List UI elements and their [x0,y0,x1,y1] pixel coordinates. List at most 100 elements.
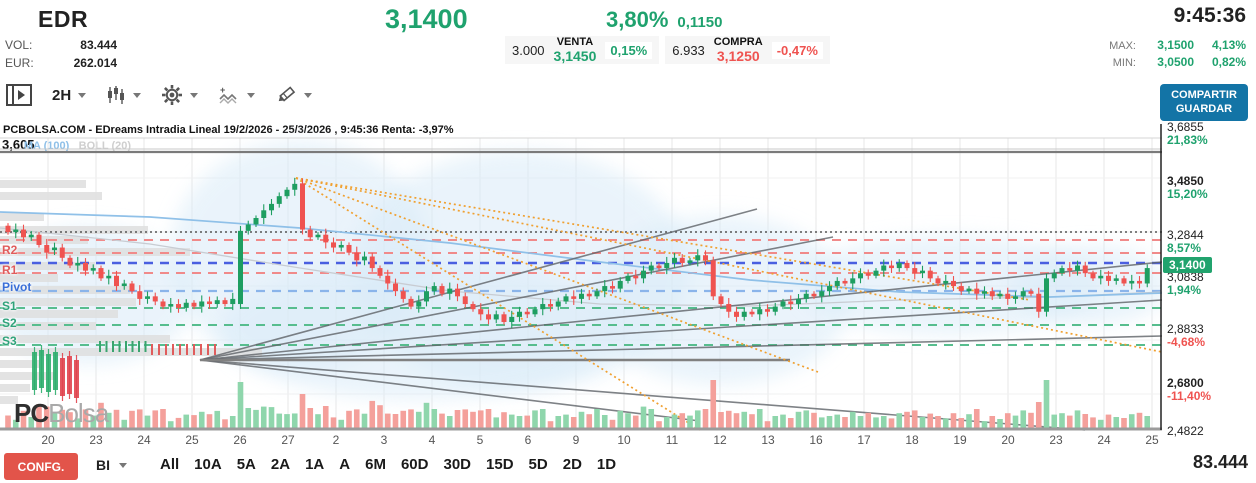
right-axis-label: 3,6855 21,83% [1167,120,1208,147]
share-save-button[interactable]: COMPARTIR GUARDAR [1160,84,1248,121]
volume-total: 83.444 [1192,452,1248,472]
gear-icon [162,85,183,105]
session-clock: 9:45:36 [1173,4,1246,27]
min-price: 3,0500 [1157,55,1194,69]
watermark-logo: PCBolsa [14,398,109,428]
chart-toolbar: 2H [6,84,332,106]
min-row: MIN: 3,0500 0,82% [1112,55,1246,69]
level-label: 3,605 [2,137,35,152]
range-buttons: All 10A 5A 2A 1A A 6M 60D 30D 15D 5D 2D 1D [160,456,616,473]
chevron-down-icon [247,92,256,98]
symbol-ticker: EDR [38,6,89,32]
chevron-down-icon [133,92,142,98]
x-axis-label: 24 [1097,433,1111,447]
vol-label: VOL: [5,38,33,52]
panel-toggle-button[interactable] [6,84,32,106]
max-percent: 4,13% [1211,38,1246,52]
x-axis-label: 3 [380,433,388,447]
range-button-5a[interactable]: 5A [236,456,256,473]
candlestick-icon [108,86,125,104]
save-label: GUARDAR [1175,103,1233,116]
eur-row: EUR: 262.014 [5,56,117,70]
group-selector[interactable]: BI [96,457,127,473]
draw-tools-button[interactable] [275,85,313,105]
x-axis-label: 25 [185,433,199,447]
x-axis-label: 16 [809,433,823,447]
pivot-label-r2: R2 [2,243,18,257]
range-button-1d[interactable]: 1D [596,456,617,473]
x-axis-label: 4 [428,433,436,447]
x-axis-label: 2 [332,433,340,447]
range-button-2a[interactable]: 2A [270,456,291,473]
settings-button[interactable] [161,84,199,106]
min-percent: 0,82% [1211,55,1246,69]
x-axis-label: 5 [476,433,484,447]
pivot-label-s2: S2 [2,316,17,330]
right-axis-label: 3,2844 8,57% [1167,228,1204,255]
ask-box[interactable]: 3.000 VENTA 3,1450 0,15% [505,36,660,65]
x-axis-label: 24 [137,433,151,447]
range-button-all[interactable]: All [160,456,180,473]
add-indicator-button[interactable]: + [218,85,256,105]
bid-percent: -0,47% [771,41,823,59]
share-label: COMPARTIR [1171,89,1237,101]
x-axis-label: 11 [665,433,679,447]
bid-label: COMPRA [713,36,763,48]
chevron-down-icon [190,92,199,98]
x-axis-label: 23 [89,433,103,447]
range-button-5d[interactable]: 5D [528,456,548,473]
x-axis-label: 9 [572,433,580,447]
pivot-label-pivot: Pivot [2,280,32,294]
x-axis-label: 10 [617,433,631,447]
x-axis-label: 17 [857,433,871,447]
eur-value: 262.014 [73,56,117,70]
change-row: 3,80% 0,1150 [606,7,722,33]
panel-toggle-icon [6,84,32,106]
right-axis-label: 3,4850 15,20% [1167,174,1208,201]
range-button-1a[interactable]: 1A [305,456,325,473]
current-price-badge: 3,1400 [1163,257,1212,273]
bid-quantity: 6.933 [672,42,705,58]
last-price: 3,1400 [385,4,468,34]
x-axis-label: 13 [761,433,775,447]
x-axis-label: 20 [1001,433,1015,447]
volume-row: VOL: 83.444 [5,38,117,52]
right-axis-label: 2,6800 -11,40% [1167,376,1212,403]
range-button-a[interactable]: A [339,456,351,473]
right-axis-label: 3,0838 1,94% [1167,270,1204,297]
x-axis-label: 27 [281,433,295,447]
chart-type-button[interactable] [106,85,142,105]
change-absolute: 0,1150 [677,14,723,31]
chevron-down-icon [304,92,313,98]
right-axis-label: 2,4822 [1167,424,1204,438]
group-value: BI [96,457,110,473]
range-button-60d[interactable]: 60D [400,456,429,473]
x-axis-label: 12 [713,433,727,447]
price-chart[interactable] [0,122,1162,452]
ask-price: 3,1450 [553,47,597,64]
x-axis-label: 26 [233,433,247,447]
range-button-2d[interactable]: 2D [562,456,582,473]
x-axis-label: 6 [524,433,532,447]
x-axis-label: 20 [41,433,55,447]
bid-box[interactable]: 6.933 COMPRA 3,1250 -0,47% [665,36,830,65]
max-row: MAX: 3,1500 4,13% [1109,38,1246,52]
timeframe-selector[interactable]: 2H [52,86,87,104]
range-button-30d[interactable]: 30D [443,456,472,473]
pencil-icon [278,86,296,102]
vol-value: 83.444 [80,38,117,52]
eur-label: EUR: [5,56,34,70]
x-axis-label: 18 [905,433,919,447]
chevron-down-icon [78,92,87,98]
chevron-down-icon [119,462,127,468]
timeframe-value: 2H [52,86,72,104]
add-indicator-icon: + [219,85,237,104]
range-button-6m[interactable]: 6M [365,456,386,473]
range-button-10a[interactable]: 10A [194,456,222,473]
change-percent: 3,80% [606,7,669,32]
bid-price: 3,1250 [716,47,760,64]
x-axis-label: 19 [953,433,967,447]
range-button-15d[interactable]: 15D [486,456,514,473]
config-button[interactable]: CONFG. [4,453,78,480]
